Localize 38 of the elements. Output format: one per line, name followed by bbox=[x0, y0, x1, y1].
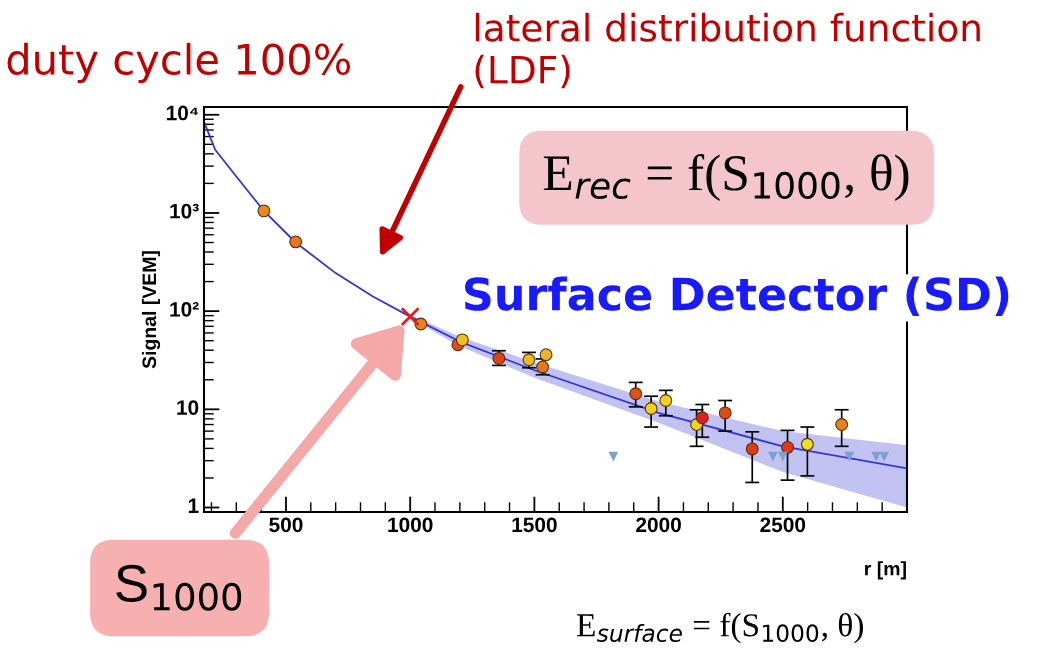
y-tick-label: 1 bbox=[188, 498, 199, 513]
x-tick-label: 1000 bbox=[388, 517, 433, 533]
point bbox=[455, 333, 469, 347]
point bbox=[608, 451, 619, 462]
point bbox=[777, 451, 788, 462]
annotation: Surface Detector (SD) bbox=[465, 276, 1009, 317]
x-tick-label: 2000 bbox=[636, 517, 681, 533]
point bbox=[629, 387, 643, 401]
point bbox=[844, 451, 855, 462]
text: lateral distribution function (LDF) bbox=[475, 12, 980, 89]
point bbox=[644, 402, 658, 415]
point bbox=[800, 437, 814, 451]
text: duty cycle 100% bbox=[7, 42, 351, 84]
y-tick-label: 10⁴ bbox=[166, 105, 198, 121]
point bbox=[745, 442, 759, 456]
point bbox=[289, 235, 303, 249]
point bbox=[659, 394, 673, 407]
annotation: E$_{rec}$ = f(S$_{1000}$, θ) bbox=[543, 153, 909, 202]
point bbox=[768, 451, 778, 462]
y-axis-title: Signal [VEM] bbox=[141, 251, 161, 369]
point bbox=[835, 418, 849, 431]
point bbox=[257, 204, 271, 218]
point bbox=[871, 451, 882, 462]
point bbox=[781, 440, 794, 454]
point bbox=[879, 451, 890, 462]
y-tick-label: 10² bbox=[170, 301, 199, 317]
x-tick-label: 500 bbox=[269, 517, 303, 533]
point bbox=[400, 306, 420, 327]
point bbox=[539, 348, 553, 362]
y-tick-label: 10 bbox=[177, 400, 199, 415]
text: E$_{surface}$ = f(S$_{1000}$, θ) bbox=[577, 612, 863, 644]
x-tick-label: 1500 bbox=[512, 517, 557, 533]
x-axis-title: r [m] bbox=[865, 561, 906, 580]
line-series bbox=[204, 120, 907, 470]
y-tick-label: 10³ bbox=[170, 203, 199, 219]
x-tick-label: 2500 bbox=[760, 517, 806, 533]
point bbox=[718, 406, 732, 420]
text: S$_{1000}$ bbox=[116, 564, 242, 611]
